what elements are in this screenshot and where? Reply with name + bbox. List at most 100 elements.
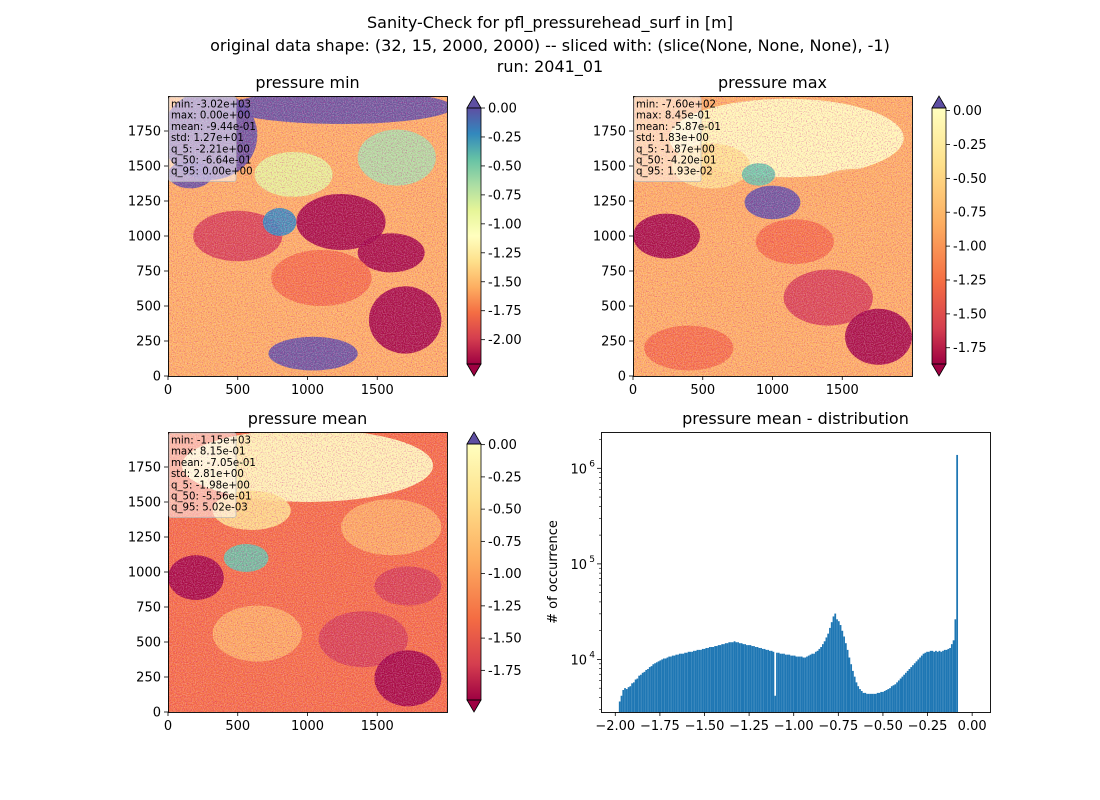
histogram-bar [620,695,623,712]
colorbar-tick-label: -1.00 [488,567,522,582]
histogram-y-tick-exponent: 5 [589,555,595,565]
figure-title-line-2: original data shape: (32, 15, 2000, 2000… [210,36,890,55]
histogram-bar [862,692,865,712]
histogram-bar [670,656,672,712]
histogram-bar [714,646,717,712]
histogram-bar [859,689,861,712]
histogram-bar [618,701,621,712]
stats-line: q_95: 0.00e+00 [171,167,253,178]
y-tick-label: 1750 [128,125,161,140]
histogram-x-tick-label: −0.25 [908,719,948,734]
y-tick-label: 250 [136,335,161,350]
histogram-bar [952,640,955,712]
histogram-bar [876,692,879,712]
histogram-y-tick-label: 10 [570,558,587,573]
histogram-bar [940,651,943,712]
histogram-bar [682,653,685,712]
histogram-panel: pressure mean - distribution −2.00 −1.75 −1… [546,409,991,734]
map-title: pressure mean [248,409,368,428]
histogram-bar [890,686,893,712]
histogram-bar [687,651,690,712]
y-tick-label: 750 [136,601,161,616]
histogram-bar [949,647,951,712]
histogram-bar [638,675,641,712]
histogram-bar [717,645,720,712]
histogram-bar [777,652,780,712]
histogram-bar [770,650,773,712]
histogram-bar [636,678,639,712]
histogram-bar [694,650,697,712]
histogram-bar [885,690,888,712]
histogram-bar [848,657,851,712]
stats-line: std: 2.81e+00 [171,469,244,480]
colorbar-extend-bottom [466,699,482,713]
histogram-y-tick-exponent: 6 [589,459,595,469]
histogram-bar [806,656,808,712]
histogram-bar [671,655,674,712]
histogram-bar [857,686,860,712]
histogram-bar [784,654,787,712]
histogram-bar [793,655,796,712]
histogram-bar [761,648,764,712]
map-frame [168,96,448,377]
histogram-bar [829,627,831,712]
histogram-bar [956,454,959,712]
histogram-bar [922,653,925,712]
histogram-bar [874,693,877,712]
histogram-bar [664,658,667,712]
colorbar-tick-label: -1.75 [953,341,987,356]
histogram-x-tick-label: 0.00 [958,719,987,734]
colorbar-tick-label: 0.00 [488,438,517,453]
histogram-bar [733,641,736,712]
histogram-bar [887,689,890,712]
y-tick-label: 500 [601,300,626,315]
histogram-bar [767,649,770,712]
histogram-bar [908,668,911,712]
histogram-x-tick-label: −0.75 [818,719,858,734]
colorbar-tick-label: -1.25 [953,273,987,288]
colorbar-tick-label: -1.75 [488,304,522,319]
stats-line: q_50: -4.20e-01 [636,156,716,167]
histogram-bar [700,649,702,712]
colorbar-tick-label: -0.75 [953,206,987,221]
histogram-bar [754,647,757,712]
histogram-bar [675,654,678,712]
histogram-bar [622,690,625,712]
histogram-bar [645,669,648,712]
histogram-bar [827,633,830,712]
histogram-bar [647,668,649,712]
histogram-bar [652,664,655,712]
histogram-bar [659,660,662,712]
stats-line: std: 1.83e+00 [636,133,709,144]
histogram-bar [760,647,762,712]
histogram-bar [942,650,944,712]
x-tick-label: 500 [690,383,715,398]
histogram-bar [629,686,632,712]
histogram-x-tick-label: −1.50 [685,719,725,734]
histogram-bar [795,656,798,712]
y-tick-label: 500 [136,300,161,315]
histogram-bar [800,656,803,712]
histogram-bar [913,663,916,712]
histogram-bar [661,659,664,712]
histogram-bar [680,653,683,712]
colorbar-extend-top [466,431,482,445]
histogram-bar [632,682,635,712]
colorbar-tick-label: -0.75 [488,188,522,203]
y-tick-label: 250 [601,335,626,350]
y-tick-label: 1000 [128,566,161,581]
histogram-bar [910,667,913,712]
y-tick-label: 750 [601,265,626,280]
colorbar-extend-top [931,95,947,109]
stats-line: mean: -7.05e-01 [171,458,256,469]
histogram-bar [693,650,695,712]
histogram-bar [920,655,923,712]
histogram-bar [873,693,875,712]
histogram-bar [816,650,819,712]
y-tick-label: 1250 [128,531,161,546]
histogram-y-tick-label: 10 [570,462,587,477]
histogram-bar [814,651,817,712]
colorbar-tick-label: -0.25 [488,130,522,145]
